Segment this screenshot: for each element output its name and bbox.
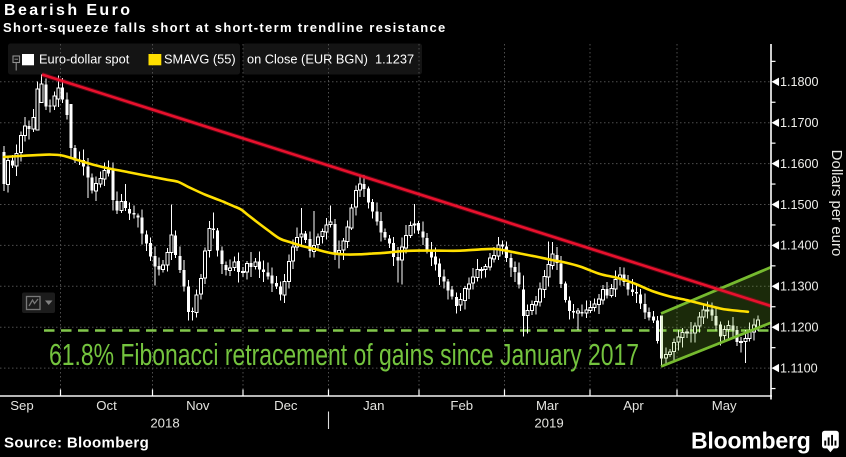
svg-text:Dollars per euro: Dollars per euro — [828, 150, 845, 257]
svg-text:on Close (EUR BGN) 1.1237: on Close (EUR BGN) 1.1237 — [247, 52, 414, 67]
svg-text:1.1200: 1.1200 — [780, 321, 819, 335]
svg-text:1.1700: 1.1700 — [780, 116, 819, 130]
svg-text:Oct: Oct — [96, 398, 117, 413]
svg-text:Bloomberg: Bloomberg — [691, 428, 811, 454]
svg-text:61.8% Fibonacci retracement of: 61.8% Fibonacci retracement of gains sin… — [49, 338, 639, 372]
svg-text:May: May — [712, 398, 737, 413]
svg-text:Dec: Dec — [274, 398, 298, 413]
svg-text:Bearish Euro: Bearish Euro — [4, 2, 132, 19]
svg-text:Euro-dollar spot: Euro-dollar spot — [39, 52, 130, 67]
svg-text:Feb: Feb — [450, 398, 473, 413]
svg-text:Nov: Nov — [186, 398, 210, 413]
svg-text:Sep: Sep — [10, 398, 33, 413]
svg-text:1.1100: 1.1100 — [780, 361, 818, 375]
svg-text:2019: 2019 — [534, 416, 563, 431]
svg-text:1.1600: 1.1600 — [780, 157, 819, 171]
svg-text:1.1800: 1.1800 — [780, 75, 819, 89]
svg-text:1.1400: 1.1400 — [780, 239, 819, 253]
svg-text:Short-squeeze falls short at s: Short-squeeze falls short at short-term … — [3, 20, 447, 35]
svg-text:Apr: Apr — [623, 398, 644, 413]
svg-text:Jan: Jan — [363, 398, 384, 413]
svg-text:1.1300: 1.1300 — [780, 280, 819, 294]
svg-text:Source: Bloomberg: Source: Bloomberg — [4, 434, 149, 451]
svg-text:2018: 2018 — [150, 416, 179, 431]
svg-text:Mar: Mar — [536, 398, 559, 413]
svg-text:1.1500: 1.1500 — [780, 198, 819, 212]
svg-text:SMAVG (55): SMAVG (55) — [164, 52, 236, 67]
